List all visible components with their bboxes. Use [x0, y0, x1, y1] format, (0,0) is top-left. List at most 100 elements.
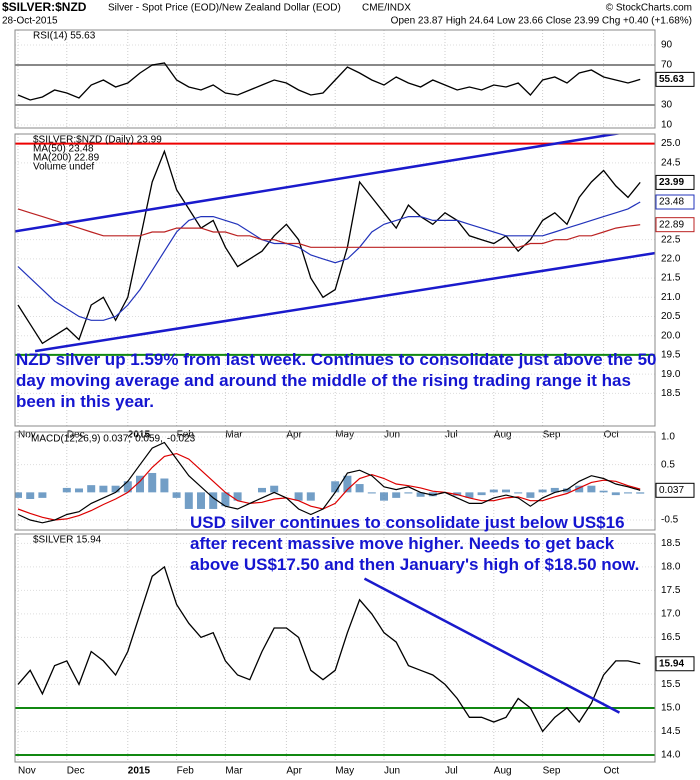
y-tick-label: 14.5 [661, 726, 681, 737]
histogram-bar [148, 472, 157, 493]
panel-frame [14, 431, 656, 531]
trendline [15, 134, 623, 233]
histogram-bar [306, 492, 315, 501]
x-tick-label: Nov [18, 766, 36, 777]
value-label: 23.48 [659, 197, 684, 208]
y-tick-label: 22.5 [661, 234, 681, 245]
histogram-bar [75, 488, 83, 493]
value-box [655, 71, 695, 87]
value-box [655, 217, 695, 233]
quote: Open 23.87 High 24.64 Low 23.66 Close 23… [391, 16, 692, 27]
x-tick-label: Oct [604, 766, 620, 777]
annotation: NZD silver up 1.59% from last week. Cont… [16, 350, 657, 411]
y-tick-label: 20.5 [661, 311, 681, 322]
histogram-bar [526, 492, 535, 498]
panel [15, 432, 655, 530]
histogram-bar [538, 489, 547, 493]
y-tick-label: 16.5 [661, 632, 681, 643]
legend-entry: MA(200) 22.89 [33, 153, 100, 164]
histogram-bar [15, 492, 22, 498]
series-line [17, 208, 641, 248]
series-line [17, 441, 641, 524]
x-tick-label: May [335, 766, 354, 777]
x-tick-label: Mar [225, 766, 243, 777]
y-tick-label: 14.0 [661, 750, 681, 761]
histogram-bar [489, 489, 498, 493]
y-tick-label: 17.0 [661, 609, 681, 620]
legend-entry: MACD(12,26,9) 0.037, [31, 434, 131, 445]
histogram-bar [123, 481, 132, 493]
y-tick-label: 18.5 [661, 388, 681, 399]
value-box [655, 656, 695, 672]
x-tick-label: Feb [177, 430, 195, 441]
histogram-bar [611, 492, 620, 496]
y-tick-label: 21.0 [661, 292, 681, 303]
value-box [655, 174, 695, 190]
x-tick-label: Aug [494, 430, 512, 441]
x-tick-label: Dec [67, 430, 85, 441]
histogram-bar [380, 492, 388, 501]
value-label: 23.99 [659, 177, 684, 188]
histogram-bar [392, 492, 401, 498]
x-tick-label: Sep [543, 430, 561, 441]
y-tick-label: 19.0 [661, 369, 681, 380]
legend-entry: -0.023 [167, 434, 196, 445]
histogram-bar [172, 492, 181, 498]
histogram-bar [599, 490, 608, 493]
histogram-bar [233, 492, 242, 501]
y-tick-label: 22.0 [661, 254, 681, 265]
histogram-bar [575, 485, 584, 493]
histogram-bar [38, 492, 47, 498]
x-tick-label: Feb [177, 766, 195, 777]
legend-entry: Volume undef [33, 162, 94, 173]
histogram-bar [550, 487, 559, 493]
y-tick-label: 18.5 [661, 538, 681, 549]
panel-frame [14, 29, 656, 129]
panel [15, 134, 655, 426]
histogram-bar [563, 488, 571, 493]
copyright: © StockCharts.com [606, 3, 692, 14]
histogram-bar [26, 492, 35, 499]
description: Silver - Spot Price (EOD)/New Zealand Do… [108, 3, 341, 14]
x-tick-label: Oct [604, 430, 620, 441]
y-tick-label: 25.0 [661, 138, 681, 149]
y-tick-label: 0.5 [661, 459, 675, 470]
y-tick-label: 15.0 [661, 703, 681, 714]
date: 28-Oct-2015 [2, 16, 58, 27]
x-tick-label: Mar [225, 430, 243, 441]
histogram-bar [209, 492, 218, 509]
histogram-bar [502, 489, 510, 493]
histogram-bar [270, 485, 279, 493]
symbol: $SILVER:$NZD [2, 0, 87, 14]
histogram-bar [136, 475, 144, 493]
x-tick-label: Jul [445, 766, 458, 777]
series-line [17, 201, 641, 321]
panel-frame [14, 533, 656, 763]
x-tick-label: 2015 [128, 430, 151, 441]
histogram-bar [416, 492, 425, 497]
y-tick-label: 20.0 [661, 330, 681, 341]
series-line [17, 62, 641, 101]
x-tick-label: Jun [384, 430, 400, 441]
x-tick-label: Jun [384, 766, 400, 777]
histogram-bar [636, 492, 645, 494]
histogram-bar [624, 492, 632, 494]
x-tick-label: Jul [445, 430, 458, 441]
histogram-bar [221, 492, 230, 507]
histogram-bar [111, 485, 120, 493]
histogram-bar [355, 484, 364, 493]
x-tick-label: Apr [286, 766, 302, 777]
histogram-bar [331, 481, 340, 493]
histogram-bar [258, 487, 266, 493]
legend-entry: 0.059, [135, 434, 163, 445]
value-label: 55.63 [659, 74, 684, 85]
y-tick-label: 17.5 [661, 585, 681, 596]
y-tick-label: 90 [661, 40, 673, 51]
histogram-bar [62, 487, 71, 493]
x-tick-label: Aug [494, 766, 512, 777]
legend-entry: MA(50) 23.48 [33, 144, 94, 155]
series-line [17, 565, 641, 733]
histogram-bar [294, 492, 303, 501]
